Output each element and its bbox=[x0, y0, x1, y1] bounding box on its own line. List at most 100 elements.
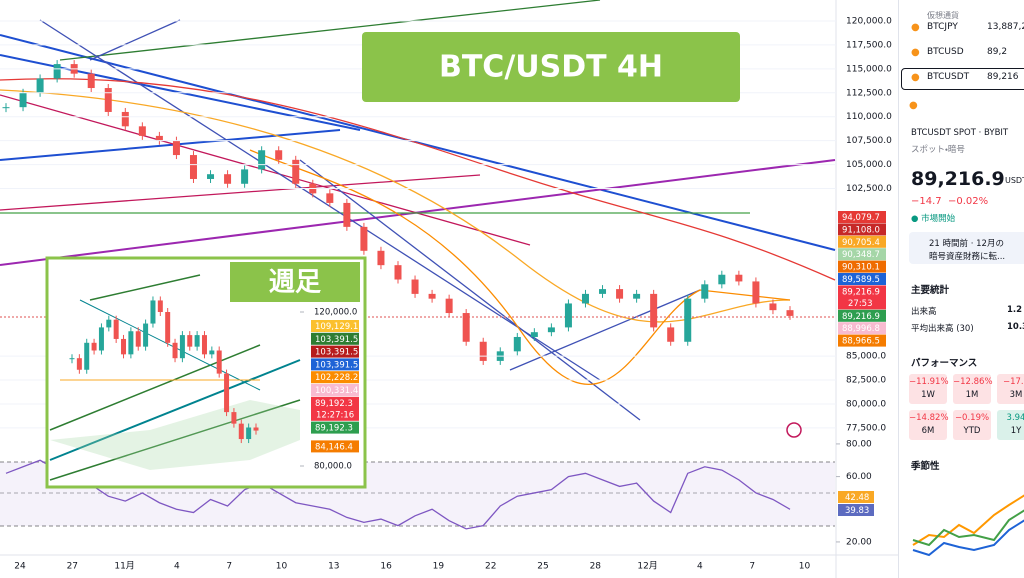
price-badge-label: 91,108.0 bbox=[842, 225, 880, 235]
x-tick-label: 19 bbox=[433, 562, 445, 572]
trendlines bbox=[0, 0, 836, 527]
y-tick-label: 77,500.0 bbox=[846, 423, 886, 433]
y-tick-label: 105,000.0 bbox=[846, 160, 892, 170]
price-badge bbox=[838, 260, 886, 273]
y-tick-label: 80.00 bbox=[846, 439, 872, 449]
alert-icon[interactable] bbox=[786, 422, 802, 438]
y-tick-label: 102,500.0 bbox=[846, 184, 892, 194]
candle bbox=[769, 303, 777, 311]
inset-badge bbox=[311, 332, 359, 345]
candle bbox=[224, 373, 230, 413]
perf-period: YTD bbox=[963, 426, 981, 436]
candle bbox=[684, 298, 692, 342]
candle bbox=[36, 78, 44, 93]
x-tick-label: 13 bbox=[328, 562, 339, 572]
candle bbox=[98, 327, 104, 351]
candle bbox=[479, 341, 487, 361]
perf-value: −14.82% bbox=[909, 413, 949, 423]
price-badge bbox=[838, 211, 886, 223]
y-tick-label: 82,500.0 bbox=[846, 376, 886, 386]
watch-symbol: BTCUSD bbox=[927, 47, 964, 57]
candle bbox=[194, 335, 200, 347]
rsi-badge bbox=[838, 504, 874, 516]
candle bbox=[616, 289, 624, 299]
inset-badge-label: 103,391.5 bbox=[315, 360, 358, 370]
candle bbox=[530, 332, 538, 337]
candle bbox=[581, 293, 589, 304]
candle bbox=[209, 350, 215, 355]
candle bbox=[207, 174, 215, 179]
candle bbox=[84, 342, 90, 370]
price-badge bbox=[838, 223, 886, 236]
price-badge-label: 88,966.5 bbox=[842, 337, 880, 347]
y-tick-label: 107,500.0 bbox=[846, 136, 892, 146]
inset-tick-label: 120,000.0 bbox=[314, 307, 357, 317]
candle bbox=[216, 350, 222, 374]
candle bbox=[547, 327, 555, 333]
x-tick-label: 22 bbox=[485, 562, 496, 572]
market-status: ● 市場開始 bbox=[911, 214, 956, 224]
price-badge-label: 90,348.7 bbox=[842, 250, 880, 260]
candle bbox=[150, 300, 156, 324]
candle bbox=[633, 293, 641, 299]
symbol-icon: ● bbox=[911, 47, 920, 58]
price-badge bbox=[838, 322, 886, 335]
price-badge-label: 90,310.1 bbox=[842, 263, 880, 273]
perf-period: 1M bbox=[965, 390, 979, 400]
perf-value: −0.19% bbox=[954, 413, 990, 423]
inset-badge-label: 89,192.3 bbox=[315, 424, 353, 434]
symbol-icon: ● bbox=[911, 72, 920, 83]
candle bbox=[113, 319, 119, 339]
candle bbox=[189, 155, 197, 179]
stat-label: 平均出来高 (30) bbox=[911, 324, 974, 334]
candle bbox=[155, 135, 163, 141]
news-box[interactable] bbox=[909, 232, 1024, 264]
candle bbox=[752, 281, 760, 304]
candle bbox=[343, 202, 351, 227]
inset-badge bbox=[311, 384, 359, 396]
candle bbox=[718, 274, 726, 285]
candle bbox=[428, 293, 436, 299]
news-line: 暗号資産財務に転... bbox=[929, 252, 1006, 262]
candle bbox=[246, 427, 252, 440]
title-box bbox=[362, 32, 740, 102]
section-title: 仮想通貨 bbox=[927, 11, 959, 20]
inset-badge bbox=[311, 421, 359, 434]
x-tick-label: 10 bbox=[799, 562, 811, 572]
stat-value: 1.2 bbox=[1007, 305, 1023, 315]
candle bbox=[701, 284, 709, 299]
candle bbox=[128, 331, 134, 355]
candle bbox=[121, 338, 127, 355]
x-tick-label: 12月 bbox=[637, 561, 657, 572]
category: スポット・暗号 bbox=[911, 145, 965, 155]
candle bbox=[377, 250, 385, 266]
price-badge-label: 88,996.8 bbox=[842, 324, 880, 334]
inset-title: 週足 bbox=[269, 268, 321, 298]
symbol-icon[interactable]: ● bbox=[909, 100, 918, 111]
y-tick-label: 112,500.0 bbox=[846, 88, 892, 98]
x-tick-label: 16 bbox=[380, 562, 392, 572]
inset-badge bbox=[311, 358, 359, 371]
price-badge-label: 94,079.7 bbox=[842, 213, 880, 223]
candle bbox=[667, 327, 675, 342]
x-tick-label: 11月 bbox=[114, 561, 134, 572]
countdown: 27:53 bbox=[848, 299, 873, 309]
inset-badge bbox=[311, 371, 359, 384]
candle bbox=[121, 111, 129, 127]
stat-value: 10.3 bbox=[1007, 322, 1024, 332]
y-tick-label: 60.00 bbox=[846, 472, 872, 482]
price-badge bbox=[838, 334, 886, 347]
candle bbox=[411, 279, 419, 294]
candle bbox=[172, 140, 180, 156]
candle bbox=[241, 169, 249, 184]
price-badge-label: 89,589.5 bbox=[842, 275, 880, 285]
candle bbox=[138, 126, 146, 136]
price-badge bbox=[838, 273, 886, 285]
perf-value: −12.86% bbox=[953, 377, 993, 387]
perf-period: 3M bbox=[1009, 390, 1023, 400]
candle bbox=[253, 427, 259, 431]
candle bbox=[187, 335, 193, 347]
sidebar: 仮想通貨 ● BTCJPY 13,887,2 ● BTCUSD 89,2 ● BTCUSDT 8… bbox=[898, 0, 1024, 578]
candle bbox=[179, 335, 185, 359]
inset-chart: 週足 120,000.0 80,000.0 109,129.1 103,391.5 10… bbox=[45, 256, 367, 489]
